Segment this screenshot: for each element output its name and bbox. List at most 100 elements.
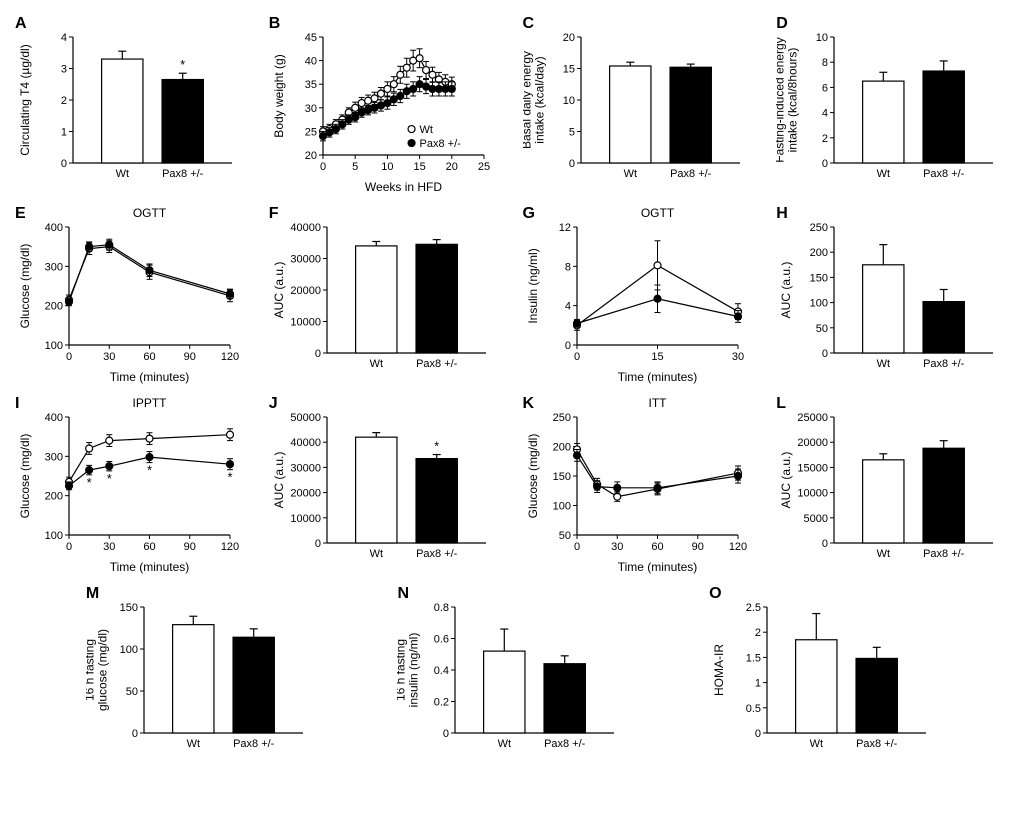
svg-text:60: 60 [143, 351, 155, 363]
svg-text:15: 15 [651, 351, 663, 363]
svg-text:Wt: Wt [369, 358, 382, 370]
panel-O: O00.511.522.5HOMA-IRWtPax8 +/- [709, 585, 934, 765]
svg-text:20: 20 [305, 150, 317, 162]
svg-text:30: 30 [731, 351, 743, 363]
svg-text:AUC (a.u.): AUC (a.u.) [272, 452, 286, 509]
svg-text:60: 60 [651, 541, 663, 553]
svg-text:Time (minutes): Time (minutes) [617, 370, 697, 384]
panel-M: M05010015016 h fastingglucose (mg/dl)WtP… [86, 585, 311, 765]
svg-text:OGTT: OGTT [133, 206, 167, 220]
panel-B: B2025303540450510152025Body weight (g)We… [269, 15, 498, 195]
svg-text:intake (kcal/day): intake (kcal/day) [532, 56, 546, 143]
chart-G: OGTT0481201530Insulin (ng/ml)Time (minut… [523, 205, 748, 385]
panel-N: N00.20.40.60.816 h fastinginsulin (ng/ml… [397, 585, 622, 765]
svg-text:12: 12 [558, 222, 570, 234]
svg-text:10000: 10000 [290, 513, 321, 525]
svg-text:Pax8 +/-: Pax8 +/- [856, 738, 898, 750]
svg-text:Wt: Wt [810, 738, 823, 750]
svg-text:AUC (a.u.): AUC (a.u.) [272, 262, 286, 319]
svg-text:Pax8 +/-: Pax8 +/- [162, 168, 204, 180]
chart-F: 010000200003000040000AUC (a.u.)WtPax8 +/… [269, 205, 494, 385]
svg-text:50: 50 [558, 530, 570, 542]
svg-text:50: 50 [816, 323, 828, 335]
svg-text:100: 100 [552, 501, 570, 513]
chart-M: 05010015016 h fastingglucose (mg/dl)WtPa… [86, 585, 311, 765]
svg-text:Body weight (g): Body weight (g) [272, 54, 286, 137]
svg-text:0: 0 [132, 728, 138, 740]
panel-E: EOGTT1002003004000306090120Glucose (mg/d… [15, 205, 244, 385]
svg-text:30000: 30000 [290, 462, 321, 474]
svg-text:Pax8 +/-: Pax8 +/- [923, 548, 965, 560]
svg-text:0: 0 [320, 161, 326, 173]
svg-text:*: * [87, 475, 92, 490]
svg-text:30000: 30000 [290, 254, 321, 266]
svg-text:0: 0 [568, 158, 574, 170]
svg-text:0: 0 [822, 158, 828, 170]
svg-text:200: 200 [810, 247, 828, 259]
svg-text:Time (minutes): Time (minutes) [110, 560, 190, 574]
svg-text:200: 200 [45, 301, 63, 313]
panel-D: D0246810Fasting-induced energyintake (kc… [776, 15, 1005, 195]
svg-text:10000: 10000 [290, 317, 321, 329]
svg-text:5: 5 [352, 161, 358, 173]
chart-A: 01234Circulating T4 (µg/dl)*WtPax8 +/- [15, 15, 240, 195]
svg-text:0.5: 0.5 [746, 703, 761, 715]
svg-text:Wt: Wt [877, 548, 890, 560]
svg-text:8: 8 [564, 261, 570, 273]
svg-text:30: 30 [103, 351, 115, 363]
svg-text:300: 300 [45, 451, 63, 463]
svg-text:*: * [227, 470, 232, 485]
svg-text:25000: 25000 [798, 412, 829, 424]
svg-text:120: 120 [728, 541, 746, 553]
svg-text:IPPTT: IPPTT [132, 396, 167, 410]
svg-text:300: 300 [45, 261, 63, 273]
panel-label-H: H [776, 205, 788, 223]
svg-text:OGTT: OGTT [640, 206, 674, 220]
svg-text:5000: 5000 [804, 513, 828, 525]
svg-text:Wt: Wt [369, 548, 382, 560]
svg-text:250: 250 [810, 222, 828, 234]
svg-text:AUC (a.u.): AUC (a.u.) [779, 262, 793, 319]
panel-label-D: D [776, 15, 788, 33]
svg-text:90: 90 [184, 541, 196, 553]
svg-text:0: 0 [443, 728, 449, 740]
svg-text:20000: 20000 [290, 488, 321, 500]
svg-text:*: * [147, 463, 152, 478]
svg-text:Wt: Wt [419, 124, 432, 136]
svg-text:10: 10 [816, 32, 828, 44]
svg-text:8: 8 [822, 57, 828, 69]
svg-text:AUC (a.u.): AUC (a.u.) [779, 452, 793, 509]
svg-text:20: 20 [445, 161, 457, 173]
svg-text:Wt: Wt [116, 168, 129, 180]
svg-text:40: 40 [305, 56, 317, 68]
svg-text:Pax8 +/-: Pax8 +/- [670, 168, 712, 180]
panel-label-J: J [269, 395, 278, 413]
panel-J: J01000020000300004000050000AUC (a.u.)*Wt… [269, 395, 498, 575]
chart-B: 2025303540450510152025Body weight (g)Wee… [269, 15, 494, 195]
svg-text:1.5: 1.5 [746, 652, 761, 664]
chart-N: 00.20.40.60.816 h fastinginsulin (ng/ml)… [397, 585, 622, 765]
chart-O: 00.511.522.5HOMA-IRWtPax8 +/- [709, 585, 934, 765]
svg-text:2: 2 [755, 627, 761, 639]
chart-L: 0500010000150002000025000AUC (a.u.)WtPax… [776, 395, 1001, 575]
svg-text:250: 250 [552, 412, 570, 424]
chart-H: 050100150200250AUC (a.u.)WtPax8 +/- [776, 205, 1001, 385]
svg-text:200: 200 [45, 491, 63, 503]
svg-text:15: 15 [562, 64, 574, 76]
svg-text:100: 100 [45, 340, 63, 352]
svg-text:0.2: 0.2 [434, 697, 449, 709]
svg-text:200: 200 [552, 442, 570, 454]
svg-text:10: 10 [562, 95, 574, 107]
svg-text:0: 0 [822, 538, 828, 550]
svg-text:400: 400 [45, 412, 63, 424]
figure-grid: A01234Circulating T4 (µg/dl)*WtPax8 +/- … [15, 15, 1005, 765]
svg-text:10000: 10000 [798, 488, 829, 500]
svg-text:0: 0 [564, 340, 570, 352]
svg-text:0: 0 [573, 351, 579, 363]
svg-text:90: 90 [184, 351, 196, 363]
svg-text:4: 4 [822, 108, 828, 120]
panel-label-C: C [523, 15, 535, 33]
svg-text:0: 0 [573, 541, 579, 553]
panel-label-L: L [776, 395, 786, 413]
svg-text:120: 120 [221, 541, 239, 553]
